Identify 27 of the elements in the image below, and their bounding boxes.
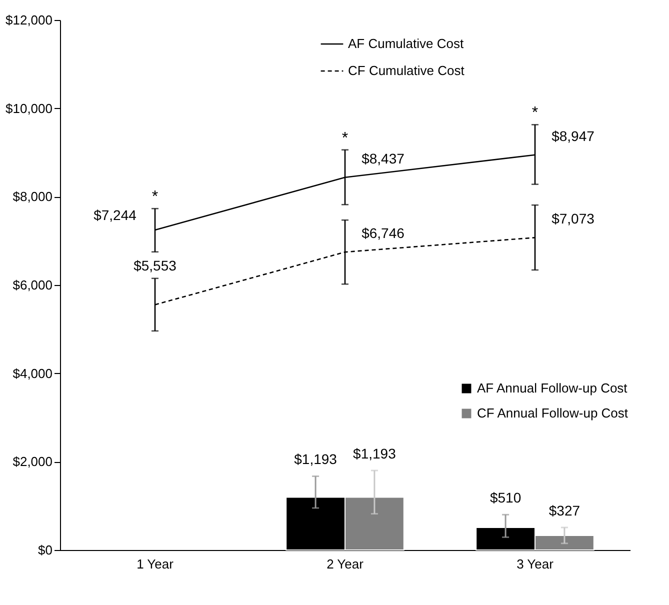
x-tick-label: 3 Year <box>516 556 554 572</box>
data-label: $5,553 <box>134 257 177 274</box>
y-tick-label: $10,000 <box>6 100 52 116</box>
data-label: $327 <box>548 502 580 518</box>
y-tick-label: $0 <box>38 542 52 558</box>
y-tick-label: $12,000 <box>6 12 52 28</box>
annotation: * <box>152 188 158 206</box>
legend-label: AF Cumulative Cost <box>348 36 464 51</box>
data-label: $1,193 <box>294 451 338 468</box>
annotation: * <box>532 104 538 122</box>
y-tick-label: $8,000 <box>12 189 52 204</box>
data-label: $7,244 <box>94 207 137 224</box>
x-tick-label: 1 Year <box>136 556 174 572</box>
legend-label: CF Cumulative Cost <box>348 63 465 78</box>
legend-label: CF Annual Follow-up Cost <box>477 406 628 420</box>
y-tick-label: $2,000 <box>12 454 52 470</box>
annotation: * <box>342 130 348 147</box>
data-label: $8,947 <box>552 128 595 144</box>
data-label: $7,073 <box>552 210 595 227</box>
y-tick-label: $4,000 <box>12 366 52 381</box>
data-label: $6,746 <box>362 225 405 242</box>
data-label: $1,193 <box>353 446 396 462</box>
y-tick-label: $6,000 <box>12 278 52 292</box>
legend-label: AF Annual Follow-up Cost <box>477 380 628 396</box>
data-label: $8,437 <box>362 150 405 166</box>
x-tick-label: 2 Year <box>326 556 364 572</box>
data-label: $510 <box>490 490 522 506</box>
